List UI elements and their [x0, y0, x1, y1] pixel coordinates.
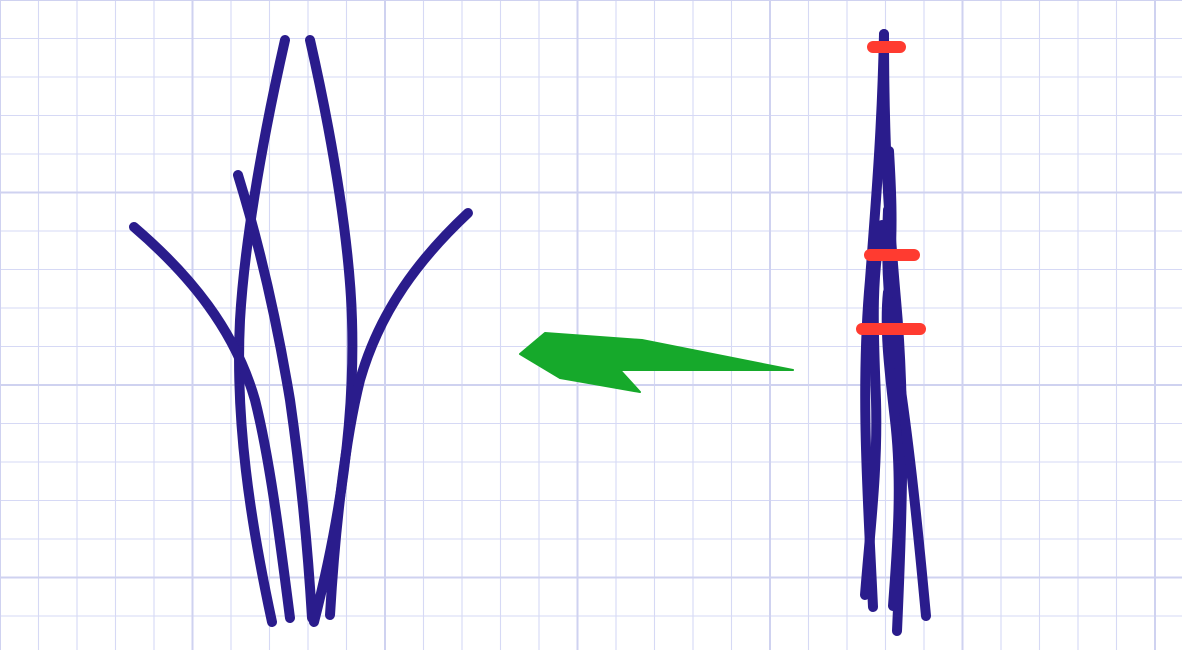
diagram-canvas	[0, 0, 1182, 650]
background	[0, 0, 1182, 650]
right-stem-5	[889, 151, 892, 262]
